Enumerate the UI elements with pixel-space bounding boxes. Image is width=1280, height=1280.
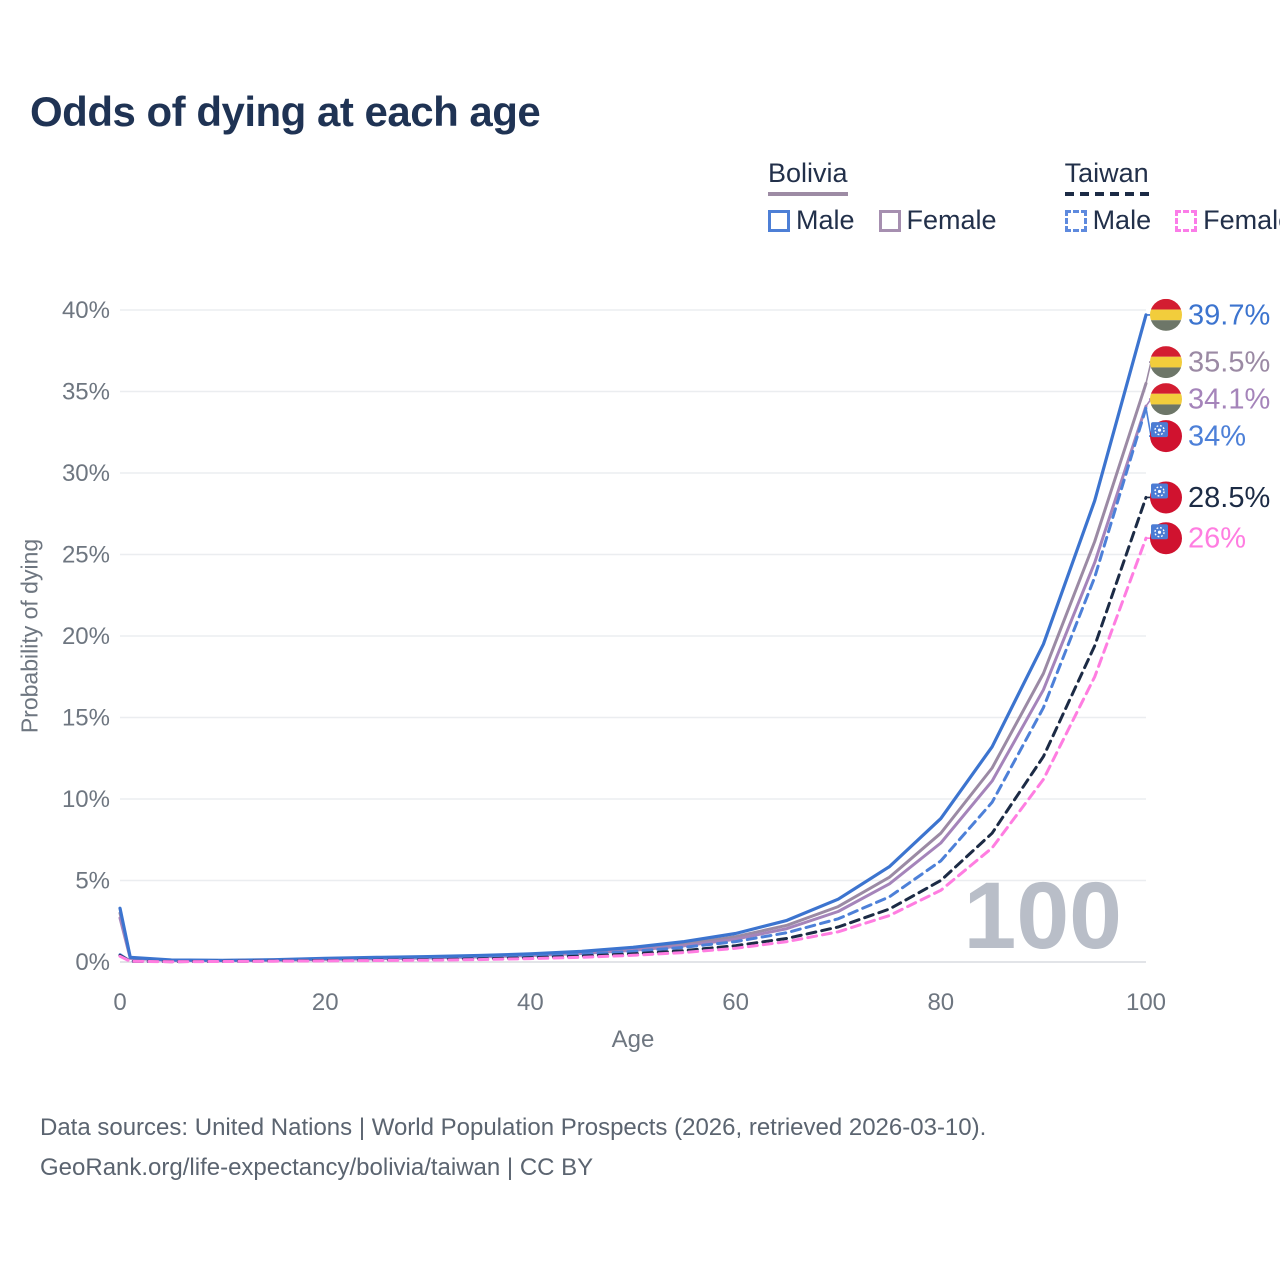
chart-legend: Bolivia Male Female Taiwan <box>768 158 1280 236</box>
legend-item-bolivia-male[interactable]: Male <box>768 205 855 236</box>
y-tick-label: 25% <box>62 542 110 569</box>
end-marker-taiwan_both <box>1150 481 1182 514</box>
taiwan-male-swatch-icon <box>1064 209 1087 232</box>
end-value-label-bolivia_both: 35.5% <box>1188 347 1270 379</box>
x-tick-label: 80 <box>927 989 954 1016</box>
x-tick-label: 20 <box>312 989 339 1016</box>
leader-line-taiwan_male <box>1145 407 1152 437</box>
leader-line-bolivia_both <box>1145 361 1153 384</box>
bolivia-flag-icon <box>1150 383 1182 416</box>
legend-item-label: Female <box>1203 205 1280 235</box>
x-tick-label: 60 <box>722 989 749 1016</box>
legend-group-taiwan: Taiwan Male Female <box>1064 158 1280 236</box>
y-tick-label: 20% <box>62 623 110 650</box>
bolivia-male-swatch-icon <box>768 209 790 232</box>
end-value-label-taiwan_male: 34% <box>1188 421 1246 453</box>
legend-item-taiwan-male[interactable]: Male <box>1064 205 1152 236</box>
x-tick-label: 100 <box>1126 989 1166 1016</box>
bolivia-line-style-swatch <box>768 192 848 196</box>
y-tick-label: 35% <box>62 379 110 406</box>
legend-item-label: Male <box>1092 205 1152 235</box>
y-tick-label: 15% <box>62 705 110 732</box>
legend-item-label: Female <box>906 205 997 235</box>
end-value-label-bolivia_male: 39.7% <box>1188 299 1270 331</box>
taiwan-flag-icon <box>1150 420 1182 453</box>
legend-country-bolivia[interactable]: Bolivia <box>768 158 848 196</box>
end-marker-taiwan_male <box>1150 420 1182 453</box>
footer: Data sources: United Nations | World Pop… <box>40 1108 986 1188</box>
page-title: Odds of dying at each age <box>30 88 541 135</box>
y-tick-label: 30% <box>62 460 110 487</box>
bolivia-female-swatch-icon <box>878 209 901 232</box>
taiwan-female-swatch-icon <box>1175 209 1198 232</box>
end-marker-bolivia_female <box>1150 383 1182 416</box>
legend-item-bolivia-female[interactable]: Female <box>878 205 997 236</box>
end-marker-bolivia_both <box>1150 346 1182 379</box>
end-marker-taiwan_female <box>1150 522 1182 555</box>
end-value-label-taiwan_both: 28.5% <box>1188 482 1270 514</box>
end-value-label-taiwan_female: 26% <box>1188 523 1246 555</box>
bolivia-flag-icon <box>1150 298 1182 331</box>
bolivia-flag-icon <box>1150 346 1182 379</box>
legend-country-bolivia-label: Bolivia <box>768 158 848 188</box>
attribution-line: GeoRank.org/life-expectancy/bolivia/taiw… <box>40 1154 594 1181</box>
series-line-taiwan_female <box>118 536 1148 964</box>
y-tick-label: 5% <box>75 868 110 895</box>
taiwan-flag-icon <box>1150 481 1182 514</box>
taiwan-flag-icon <box>1150 522 1182 555</box>
line-chart-canvas: 0% 5% 10% 15% 20% 25% 30% 35% 40% 0 20 40 60 80 100100… <box>62 297 1270 1016</box>
end-marker-bolivia_male <box>1150 298 1182 331</box>
legend-item-label: Male <box>796 205 855 235</box>
y-tick-label: 10% <box>62 786 110 813</box>
legend-country-taiwan-label: Taiwan <box>1064 158 1149 188</box>
x-axis-title: Age <box>611 1026 655 1053</box>
y-tick-label: 0% <box>75 949 110 976</box>
x-tick-label: 0 <box>113 989 126 1016</box>
age-counter-watermark: 100 <box>963 863 1122 969</box>
end-value-label-bolivia_female: 34.1% <box>1188 384 1270 416</box>
y-tick-label: 40% <box>62 297 110 324</box>
legend-country-taiwan[interactable]: Taiwan <box>1064 158 1149 196</box>
legend-item-taiwan-female[interactable]: Female <box>1175 205 1280 236</box>
taiwan-line-style-swatch <box>1064 192 1149 196</box>
x-tick-label: 40 <box>517 989 544 1016</box>
data-sources-line: Data sources: United Nations | World Pop… <box>40 1114 987 1141</box>
legend-group-bolivia: Bolivia Male Female <box>768 158 997 236</box>
